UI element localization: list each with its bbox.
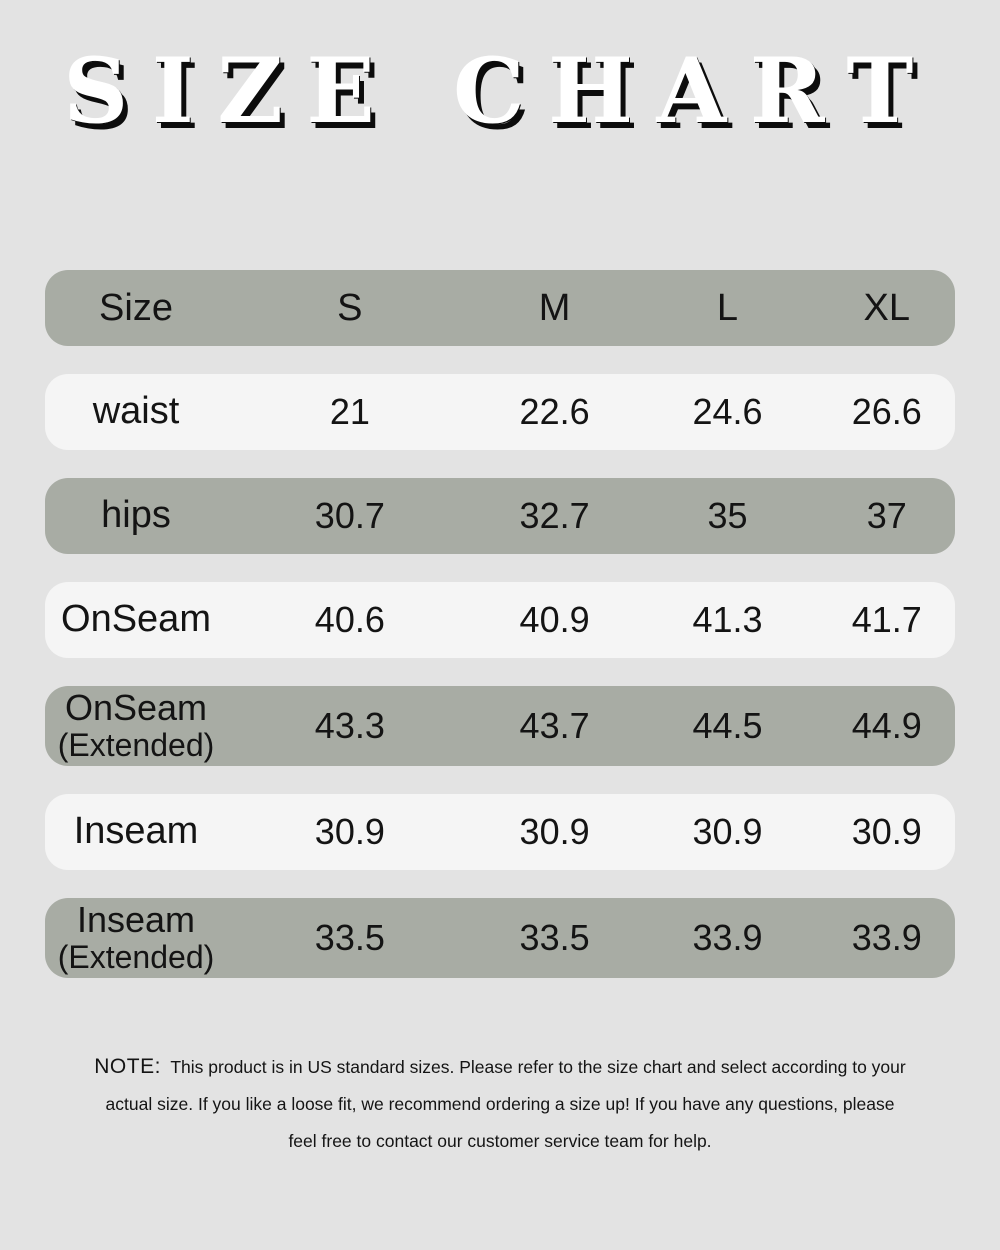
size-chart-table: Size S M L XL waist 21 22.6 24.6 26.6 hi… [45,270,955,978]
row-sublabel-text: (Extended) [57,938,215,975]
table-row-inseam: Inseam 30.9 30.9 30.9 30.9 [45,794,955,870]
value-cell: 21 [329,391,370,432]
value-cell: 32.7 [519,495,590,536]
note-line-3: feel free to contact our customer servic… [288,1131,712,1151]
value-cell: 33.5 [314,917,385,958]
row-sublabel-text: (Extended) [57,726,215,763]
value-cell: 24.6 [692,391,763,432]
table-row-inseam-extended: Inseam (Extended) 33.5 33.5 33.9 33.9 [45,898,955,978]
table-header-row: Size S M L XL [45,270,955,346]
value-cell: 30.9 [519,811,590,852]
value-cell: 26.6 [851,391,922,432]
row-label: hips [45,495,227,536]
row-label: OnSeam [45,599,227,640]
row-label: waist [45,391,227,432]
value-cell: 22.6 [519,391,590,432]
header-col-s: S [337,287,363,329]
row-label-text: Inseam [73,810,199,853]
note-line-1: NOTE: This product is in US standard siz… [0,1048,1000,1086]
row-label-text: OnSeam [61,598,211,641]
row-label: OnSeam (Extended) [45,686,227,763]
value-cell: 33.5 [519,917,590,958]
row-label-text: waist [92,390,180,433]
header-col-m: M [538,287,571,329]
value-cell: 30.9 [851,811,922,852]
value-cell: 41.7 [851,599,922,640]
table-row-waist: waist 21 22.6 24.6 26.6 [45,374,955,450]
value-cell: 44.9 [851,705,922,746]
row-label-text: hips [101,494,171,537]
header-col-xl: XL [863,287,910,329]
value-cell: 43.3 [314,705,385,746]
header-col-l: L [716,287,739,329]
value-cell: 40.6 [314,599,385,640]
value-cell: 30.7 [314,495,385,536]
row-label: Inseam [45,811,227,852]
note-line-1-text: This product is in US standard sizes. Pl… [170,1057,906,1077]
row-label: Inseam (Extended) [45,898,227,975]
page-title: SIZE CHART [63,38,937,144]
header-size-label: Size [99,287,173,329]
note-line-2: actual size. If you like a loose fit, we… [105,1094,895,1114]
value-cell: 35 [707,495,748,536]
value-cell: 37 [866,495,907,536]
value-cell: 33.9 [692,917,763,958]
value-cell: 41.3 [692,599,763,640]
row-label-text: Inseam [76,898,196,940]
value-cell: 43.7 [519,705,590,746]
value-cell: 30.9 [314,811,385,852]
table-row-onseam-extended: OnSeam (Extended) 43.3 43.7 44.5 44.9 [45,686,955,766]
table-row-hips: hips 30.7 32.7 35 37 [45,478,955,554]
value-cell: 40.9 [519,599,590,640]
value-cell: 30.9 [692,811,763,852]
row-label-text: OnSeam [64,686,208,728]
value-cell: 44.5 [692,705,763,746]
table-row-onseam: OnSeam 40.6 40.9 41.3 41.7 [45,582,955,658]
note-label: NOTE: [94,1055,161,1078]
value-cell: 33.9 [851,917,922,958]
note-block: NOTE: This product is in US standard siz… [0,1048,1000,1160]
